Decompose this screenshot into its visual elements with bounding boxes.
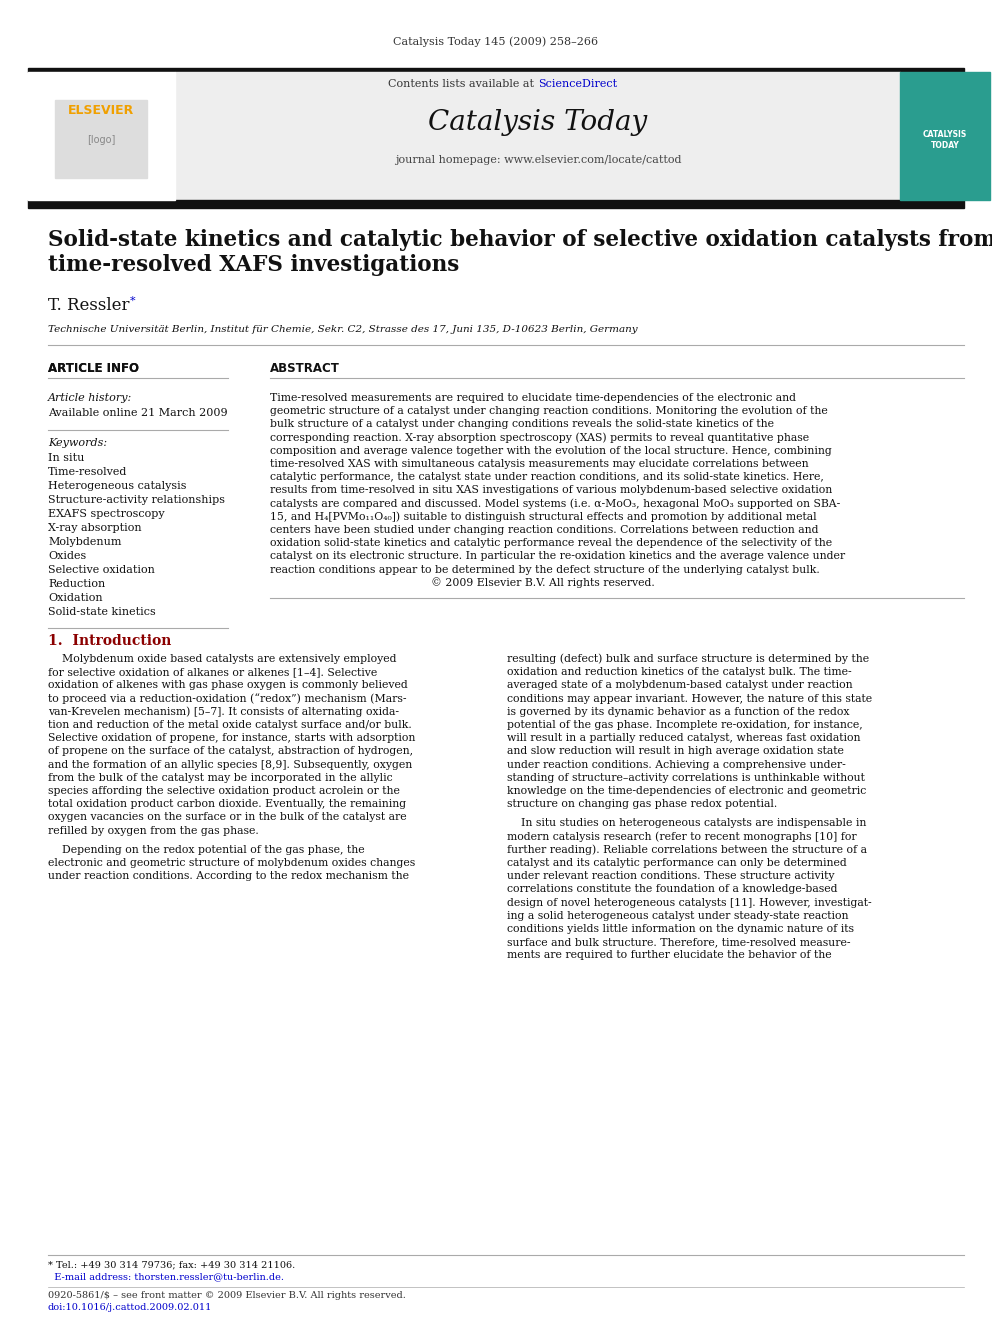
Text: refilled by oxygen from the gas phase.: refilled by oxygen from the gas phase. bbox=[48, 826, 259, 836]
Bar bbox=[28, 67, 964, 71]
Text: ing a solid heterogeneous catalyst under steady-state reaction: ing a solid heterogeneous catalyst under… bbox=[507, 910, 848, 921]
Text: from the bulk of the catalyst may be incorporated in the allylic: from the bulk of the catalyst may be inc… bbox=[48, 773, 393, 783]
Text: resulting (defect) bulk and surface structure is determined by the: resulting (defect) bulk and surface stru… bbox=[507, 654, 869, 664]
Text: electronic and geometric structure of molybdenum oxides changes: electronic and geometric structure of mo… bbox=[48, 859, 416, 868]
Text: conditions may appear invariant. However, the nature of this state: conditions may appear invariant. However… bbox=[507, 693, 872, 704]
Text: Contents lists available at: Contents lists available at bbox=[389, 79, 538, 89]
Text: is governed by its dynamic behavior as a function of the redox: is governed by its dynamic behavior as a… bbox=[507, 706, 849, 717]
Text: doi:10.1016/j.cattod.2009.02.011: doi:10.1016/j.cattod.2009.02.011 bbox=[48, 1303, 212, 1311]
Text: tion and reduction of the metal oxide catalyst surface and/or bulk.: tion and reduction of the metal oxide ca… bbox=[48, 720, 412, 730]
Text: Article history:: Article history: bbox=[48, 393, 132, 404]
Text: geometric structure of a catalyst under changing reaction conditions. Monitoring: geometric structure of a catalyst under … bbox=[270, 406, 827, 417]
Text: Heterogeneous catalysis: Heterogeneous catalysis bbox=[48, 482, 186, 491]
Text: catalyst and its catalytic performance can only be determined: catalyst and its catalytic performance c… bbox=[507, 859, 847, 868]
Text: standing of structure–activity correlations is unthinkable without: standing of structure–activity correlati… bbox=[507, 773, 865, 783]
Text: surface and bulk structure. Therefore, time-resolved measure-: surface and bulk structure. Therefore, t… bbox=[507, 937, 850, 947]
Bar bbox=[28, 71, 175, 200]
Text: journal homepage: www.elsevier.com/locate/cattod: journal homepage: www.elsevier.com/locat… bbox=[395, 155, 682, 165]
Text: catalytic performance, the catalyst state under reaction conditions, and its sol: catalytic performance, the catalyst stat… bbox=[270, 472, 824, 482]
Text: Solid-state kinetics and catalytic behavior of selective oxidation catalysts fro: Solid-state kinetics and catalytic behav… bbox=[48, 229, 992, 251]
Text: Catalysis Today 145 (2009) 258–266: Catalysis Today 145 (2009) 258–266 bbox=[394, 37, 598, 48]
Text: ScienceDirect: ScienceDirect bbox=[538, 79, 617, 89]
Text: *: * bbox=[130, 296, 136, 306]
Text: Time-resolved: Time-resolved bbox=[48, 467, 127, 478]
Text: [logo]: [logo] bbox=[87, 135, 115, 146]
Bar bbox=[28, 200, 964, 208]
Text: Molybdenum: Molybdenum bbox=[48, 537, 121, 546]
Text: ARTICLE INFO: ARTICLE INFO bbox=[48, 361, 139, 374]
Text: and the formation of an allylic species [8,9]. Subsequently, oxygen: and the formation of an allylic species … bbox=[48, 759, 413, 770]
Text: EXAFS spectroscopy: EXAFS spectroscopy bbox=[48, 509, 165, 519]
Text: time-resolved XAFS investigations: time-resolved XAFS investigations bbox=[48, 254, 459, 277]
Text: oxidation solid-state kinetics and catalytic performance reveal the dependence o: oxidation solid-state kinetics and catal… bbox=[270, 538, 832, 548]
Text: catalysts are compared and discussed. Model systems (i.e. α-MoO₃, hexagonal MoO₃: catalysts are compared and discussed. Mo… bbox=[270, 499, 840, 509]
Text: T. Ressler: T. Ressler bbox=[48, 296, 135, 314]
Text: oxidation and reduction kinetics of the catalyst bulk. The time-: oxidation and reduction kinetics of the … bbox=[507, 667, 851, 677]
Text: knowledge on the time-dependencies of electronic and geometric: knowledge on the time-dependencies of el… bbox=[507, 786, 866, 796]
Text: bulk structure of a catalyst under changing conditions reveals the solid-state k: bulk structure of a catalyst under chang… bbox=[270, 419, 774, 430]
Text: will result in a partially reduced catalyst, whereas fast oxidation: will result in a partially reduced catal… bbox=[507, 733, 860, 744]
Text: oxygen vacancies on the surface or in the bulk of the catalyst are: oxygen vacancies on the surface or in th… bbox=[48, 812, 407, 823]
Text: Oxidation: Oxidation bbox=[48, 593, 102, 603]
Text: Time-resolved measurements are required to elucidate time-dependencies of the el: Time-resolved measurements are required … bbox=[270, 393, 796, 404]
Text: * Tel.: +49 30 314 79736; fax: +49 30 314 21106.: * Tel.: +49 30 314 79736; fax: +49 30 31… bbox=[48, 1261, 296, 1270]
Text: X-ray absorption: X-ray absorption bbox=[48, 523, 142, 533]
Text: Reduction: Reduction bbox=[48, 579, 105, 589]
Text: Oxides: Oxides bbox=[48, 550, 86, 561]
Text: In situ: In situ bbox=[48, 452, 84, 463]
Text: reaction conditions appear to be determined by the defect structure of the under: reaction conditions appear to be determi… bbox=[270, 565, 819, 574]
Text: ARTICLE INFO: ARTICLE INFO bbox=[48, 361, 139, 374]
Text: oxidation of alkenes with gas phase oxygen is commonly believed: oxidation of alkenes with gas phase oxyg… bbox=[48, 680, 408, 691]
Text: corresponding reaction. X-ray absorption spectroscopy (XAS) permits to reveal qu: corresponding reaction. X-ray absorption… bbox=[270, 433, 809, 443]
Text: correlations constitute the foundation of a knowledge-based: correlations constitute the foundation o… bbox=[507, 884, 837, 894]
Text: Solid-state kinetics: Solid-state kinetics bbox=[48, 607, 156, 617]
Text: of propene on the surface of the catalyst, abstraction of hydrogen,: of propene on the surface of the catalys… bbox=[48, 746, 413, 757]
Text: to proceed via a reduction-oxidation (“redox”) mechanism (Mars-: to proceed via a reduction-oxidation (“r… bbox=[48, 693, 407, 704]
Text: Keywords:: Keywords: bbox=[48, 438, 107, 448]
Text: further reading). Reliable correlations between the structure of a: further reading). Reliable correlations … bbox=[507, 844, 867, 855]
Text: for selective oxidation of alkanes or alkenes [1–4]. Selective: for selective oxidation of alkanes or al… bbox=[48, 667, 377, 677]
Text: Depending on the redox potential of the gas phase, the: Depending on the redox potential of the … bbox=[48, 845, 365, 855]
Text: © 2009 Elsevier B.V. All rights reserved.: © 2009 Elsevier B.V. All rights reserved… bbox=[270, 577, 655, 589]
Text: design of novel heterogeneous catalysts [11]. However, investigat-: design of novel heterogeneous catalysts … bbox=[507, 897, 872, 908]
Text: species affording the selective oxidation product acrolein or the: species affording the selective oxidatio… bbox=[48, 786, 400, 796]
Text: potential of the gas phase. Incomplete re-oxidation, for instance,: potential of the gas phase. Incomplete r… bbox=[507, 720, 863, 730]
Text: total oxidation product carbon dioxide. Eventually, the remaining: total oxidation product carbon dioxide. … bbox=[48, 799, 406, 810]
Text: under relevant reaction conditions. These structure activity: under relevant reaction conditions. Thes… bbox=[507, 872, 834, 881]
Text: E-mail address: thorsten.ressler@tu-berlin.de.: E-mail address: thorsten.ressler@tu-berl… bbox=[48, 1273, 284, 1282]
Text: ELSEVIER: ELSEVIER bbox=[67, 103, 134, 116]
Text: structure on changing gas phase redox potential.: structure on changing gas phase redox po… bbox=[507, 799, 778, 810]
Text: CATALYSIS
TODAY: CATALYSIS TODAY bbox=[923, 130, 967, 149]
Text: Selective oxidation: Selective oxidation bbox=[48, 565, 155, 576]
Text: 1.  Introduction: 1. Introduction bbox=[48, 634, 172, 648]
Text: results from time-resolved in situ XAS investigations of various molybdenum-base: results from time-resolved in situ XAS i… bbox=[270, 486, 832, 495]
Text: Selective oxidation of propene, for instance, starts with adsorption: Selective oxidation of propene, for inst… bbox=[48, 733, 416, 744]
Text: van-Krevelen mechanism) [5–7]. It consists of alternating oxida-: van-Krevelen mechanism) [5–7]. It consis… bbox=[48, 706, 399, 717]
Text: conditions yields little information on the dynamic nature of its: conditions yields little information on … bbox=[507, 923, 854, 934]
Text: Technische Universität Berlin, Institut für Chemie, Sekr. C2, Strasse des 17, Ju: Technische Universität Berlin, Institut … bbox=[48, 325, 638, 335]
Bar bbox=[175, 71, 900, 200]
Text: Available online 21 March 2009: Available online 21 March 2009 bbox=[48, 407, 227, 418]
Text: modern catalysis research (refer to recent monographs [10] for: modern catalysis research (refer to rece… bbox=[507, 831, 857, 841]
Text: Catalysis Today: Catalysis Today bbox=[429, 108, 648, 135]
Text: centers have been studied under changing reaction conditions. Correlations betwe: centers have been studied under changing… bbox=[270, 525, 818, 534]
Text: 15, and H₄[PVMo₁₁O₄₀]) suitable to distinguish structural effects and promotion : 15, and H₄[PVMo₁₁O₄₀]) suitable to disti… bbox=[270, 512, 816, 523]
Text: 0920-5861/$ – see front matter © 2009 Elsevier B.V. All rights reserved.: 0920-5861/$ – see front matter © 2009 El… bbox=[48, 1290, 406, 1299]
Text: and slow reduction will result in high average oxidation state: and slow reduction will result in high a… bbox=[507, 746, 844, 757]
Text: ABSTRACT: ABSTRACT bbox=[270, 361, 340, 374]
Text: Structure-activity relationships: Structure-activity relationships bbox=[48, 495, 225, 505]
Text: averaged state of a molybdenum-based catalyst under reaction: averaged state of a molybdenum-based cat… bbox=[507, 680, 853, 691]
Bar bbox=[900, 71, 990, 200]
Text: ments are required to further elucidate the behavior of the: ments are required to further elucidate … bbox=[507, 950, 831, 960]
Text: time-resolved XAS with simultaneous catalysis measurements may elucidate correla: time-resolved XAS with simultaneous cata… bbox=[270, 459, 808, 468]
Text: under reaction conditions. Achieving a comprehensive under-: under reaction conditions. Achieving a c… bbox=[507, 759, 846, 770]
Text: under reaction conditions. According to the redox mechanism the: under reaction conditions. According to … bbox=[48, 872, 409, 881]
Text: catalyst on its electronic structure. In particular the re-oxidation kinetics an: catalyst on its electronic structure. In… bbox=[270, 552, 845, 561]
Bar bbox=[55, 101, 147, 179]
Text: In situ studies on heterogeneous catalysts are indispensable in: In situ studies on heterogeneous catalys… bbox=[507, 819, 866, 828]
Text: composition and average valence together with the evolution of the local structu: composition and average valence together… bbox=[270, 446, 831, 456]
Text: Molybdenum oxide based catalysts are extensively employed: Molybdenum oxide based catalysts are ext… bbox=[48, 654, 397, 664]
